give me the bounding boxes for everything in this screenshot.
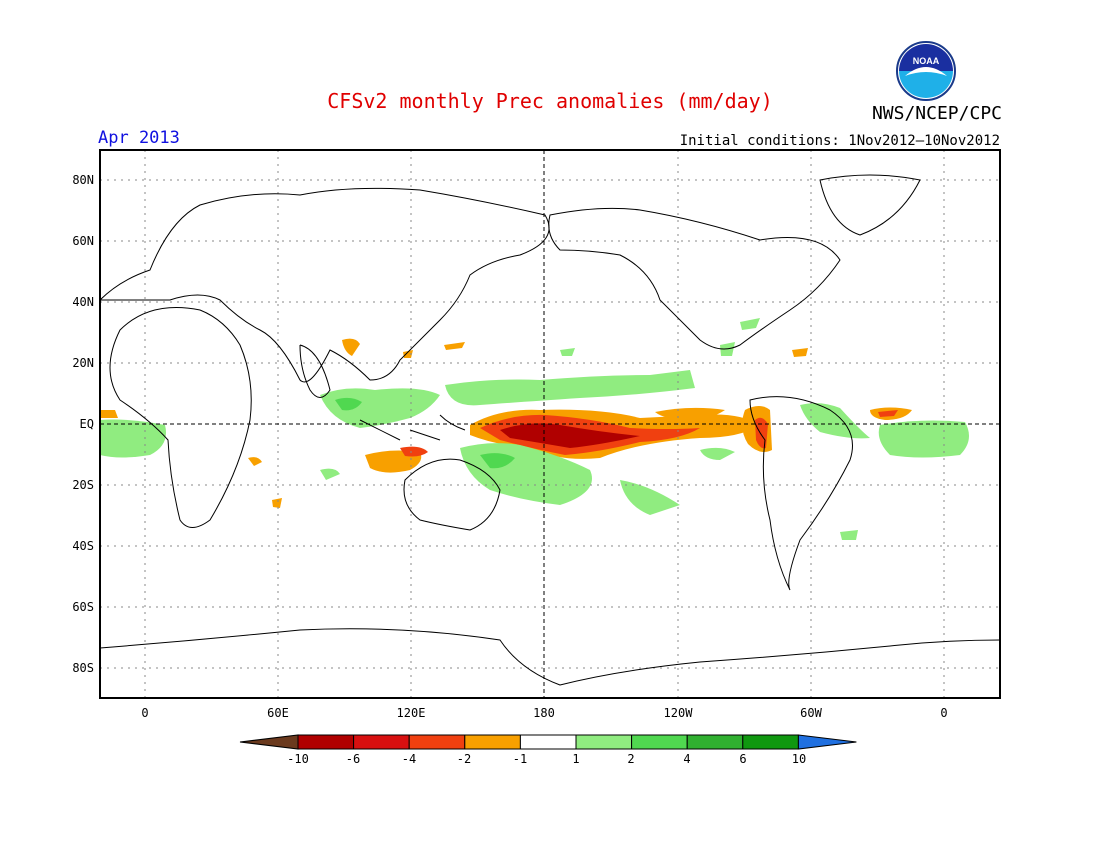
initial-conditions: Initial conditions: 1Nov2012–10Nov2012 xyxy=(679,133,1000,149)
lon-label: 0 xyxy=(940,706,948,720)
lat-label: 80N xyxy=(72,173,94,187)
lat-label: 80S xyxy=(72,661,94,675)
colorbar-label: 6 xyxy=(739,752,747,766)
lon-label: 120W xyxy=(663,706,693,720)
forecast-month: Apr 2013 xyxy=(98,128,180,148)
lon-label: 0 xyxy=(141,706,149,720)
lat-label: EQ xyxy=(79,417,94,431)
colorbar-label: -6 xyxy=(345,752,361,766)
colorbar-label: 2 xyxy=(627,752,635,766)
colorbar-label: -2 xyxy=(456,752,472,766)
noaa-logo: NOAA xyxy=(896,41,956,101)
colorbar-label: -4 xyxy=(401,752,417,766)
lon-label: 180 xyxy=(533,706,555,720)
equator-dateline xyxy=(100,150,1000,698)
lat-label: 20S xyxy=(72,478,94,492)
colorbar-label: 10 xyxy=(791,752,807,766)
coastlines xyxy=(100,174,1000,686)
lat-label: 60N xyxy=(72,234,94,248)
lon-label: 60E xyxy=(267,706,289,720)
colorbar-label: -10 xyxy=(287,752,309,766)
colorbar-label: 4 xyxy=(683,752,691,766)
anomaly-shading xyxy=(100,318,969,540)
agency-label: NWS/NCEP/CPC xyxy=(871,103,1002,124)
lat-label: 40S xyxy=(72,539,94,553)
lat-label: 20N xyxy=(72,356,94,370)
lon-label: 60W xyxy=(800,706,822,720)
colorbar-label: 1 xyxy=(572,752,580,766)
map-frame xyxy=(99,149,1001,699)
lat-label: 40N xyxy=(72,295,94,309)
svg-text:NOAA: NOAA xyxy=(913,56,940,66)
colorbar-label: -1 xyxy=(512,752,528,766)
chart-title: CFSv2 monthly Prec anomalies (mm/day) xyxy=(327,89,773,113)
lat-label: 60S xyxy=(72,600,94,614)
lon-label: 120E xyxy=(396,706,426,720)
